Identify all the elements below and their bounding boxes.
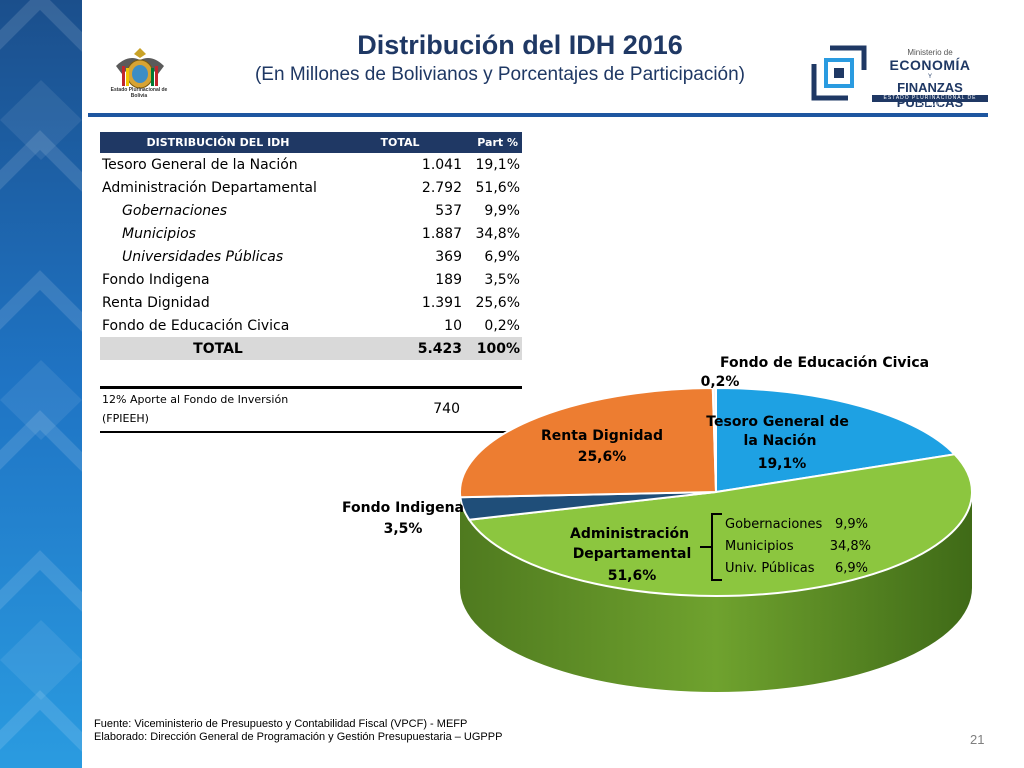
ministry-logo-line1: Ministerio de [907, 48, 953, 57]
pie-slice-0 [715, 386, 957, 494]
slice-label-name-line: Departamental [573, 546, 692, 562]
fpieeh-label-line2: (FPIEEH) [102, 412, 149, 425]
fpieeh-contribution: 12% Aporte al Fondo de Inversión (FPIEEH… [100, 386, 522, 433]
breakdown-bracket [700, 513, 722, 581]
fpieeh-label: 12% Aporte al Fondo de Inversión (FPIEEH… [102, 390, 342, 428]
coat-of-arms-caption: Estado Plurinacional de Bolivia [110, 87, 168, 99]
row-total: 10 [444, 317, 462, 334]
row-part: 3,5% [484, 271, 520, 288]
table-row: Universidades Públicas 369 6,9% [100, 245, 522, 268]
bolivia-coat-of-arms-logo [116, 48, 164, 89]
footer-source: Fuente: Viceministerio de Presupuesto y … [94, 718, 468, 730]
slice-label-name: Fondo Indigena [342, 500, 464, 516]
row-label: Tesoro General de la Nación [102, 156, 298, 173]
header-divider [88, 113, 988, 117]
row-part: 19,1% [475, 156, 520, 173]
page-subtitle: (En Millones de Bolivianos y Porcentajes… [254, 64, 746, 85]
row-part: 34,8% [475, 225, 520, 242]
page-number: 21 [970, 732, 985, 747]
row-total: 1.391 [421, 294, 462, 311]
breakdown-value: 34,8% [830, 539, 871, 554]
slice-label-value: 19,1% [758, 456, 807, 472]
total-value: 5.423 [336, 337, 464, 360]
table-row: Administración Departamental 2.792 51,6% [100, 176, 522, 199]
slice-label-name: Tesoro General de la Nación [706, 414, 853, 449]
page-title: Distribución del IDH 2016 [357, 30, 683, 60]
breakdown-value: 6,9% [835, 561, 868, 576]
table-row: Fondo de Educación Civica 10 0,2% [100, 314, 522, 337]
total-part: 100% [464, 337, 522, 360]
table-row: Gobernaciones 537 9,9% [100, 199, 522, 222]
breakdown-name: Municipios [725, 539, 794, 554]
source-footer: Fuente: Viceministerio de Presupuesto y … [94, 718, 502, 744]
ministry-logo-line5: ESTADO PLURINACIONAL DE BOLIVIA [872, 95, 988, 108]
column-header-distribution: DISTRIBUCIÓN DEL IDH [100, 132, 336, 153]
row-part: 25,6% [475, 294, 520, 311]
pie-slices [459, 386, 973, 597]
ministry-logo-line3: Y [927, 74, 932, 80]
slice-label-name: Fondo de Educación Civica [720, 355, 929, 371]
column-header-part: Part % [464, 132, 522, 153]
ministry-logo-line2: ECONOMÍA [889, 57, 971, 73]
slice-label-value: 0,2% [701, 374, 740, 390]
ministry-emblem-icon [811, 45, 867, 101]
slice-label-name-line: la Nación [744, 433, 817, 449]
slice-label-value: 51,6% [608, 568, 657, 584]
slice-label-name-line: Administración [570, 526, 689, 542]
row-part: 0,2% [484, 317, 520, 334]
slice-label-value: 25,6% [578, 449, 627, 465]
breakdown-value: 9,9% [835, 517, 868, 532]
slice-label-name: Renta Dignidad [541, 428, 663, 444]
idh-distribution-table: DISTRIBUCIÓN DEL IDH TOTAL Part % Tesoro… [100, 132, 522, 360]
fpieeh-label-line1: 12% Aporte al Fondo de Inversión [102, 393, 289, 406]
row-part: 6,9% [484, 248, 520, 265]
table-row: Tesoro General de la Nación 1.041 19,1% [100, 153, 522, 176]
pie-side-wall [460, 492, 972, 692]
ministry-logo: Ministerio de ECONOMÍA Y FINANZAS PÚBLIC… [810, 44, 988, 110]
total-label: TOTAL [100, 337, 336, 360]
table-total-row: TOTAL 5.423 100% [100, 337, 522, 360]
slice-label-name-line: Tesoro General de [706, 414, 849, 430]
pie-slice-4 [711, 386, 717, 493]
row-label: Administración Departamental [102, 179, 317, 196]
row-label: Gobernaciones [122, 202, 228, 219]
slice-label-name: Administración Departamental [570, 526, 694, 562]
row-label: Renta Dignidad [102, 294, 210, 311]
table-row: Fondo Indigena 189 3,5% [100, 268, 522, 291]
pie-slice-3 [459, 387, 718, 499]
row-total: 2.792 [421, 179, 462, 196]
table-header-row: DISTRIBUCIÓN DEL IDH TOTAL Part % [100, 132, 522, 153]
decorative-side-band [0, 0, 82, 768]
row-total: 189 [435, 271, 462, 288]
pie-slice-1 [467, 453, 973, 597]
table-row: Renta Dignidad 1.391 25,6% [100, 291, 522, 314]
breakdown-name: Univ. Públicas [725, 561, 815, 576]
row-total: 1.041 [421, 156, 462, 173]
row-label: Universidades Públicas [122, 248, 284, 265]
row-part: 9,9% [484, 202, 520, 219]
row-total: 369 [435, 248, 462, 265]
row-label: Fondo Indigena [102, 271, 210, 288]
fpieeh-value: 740 [433, 401, 460, 417]
table-row: Municipios 1.887 34,8% [100, 222, 522, 245]
column-header-total: TOTAL [336, 132, 464, 153]
row-label: Fondo de Educación Civica [102, 317, 290, 334]
footer-prepared-by: Elaborado: Dirección General de Programa… [94, 731, 503, 743]
row-total: 1.887 [421, 225, 462, 242]
slice-label-value: 3,5% [384, 521, 423, 537]
pie-3d-side [460, 492, 972, 692]
breakdown-name: Gobernaciones [725, 517, 823, 532]
row-part: 51,6% [475, 179, 520, 196]
row-label: Municipios [122, 225, 196, 242]
row-total: 537 [435, 202, 462, 219]
